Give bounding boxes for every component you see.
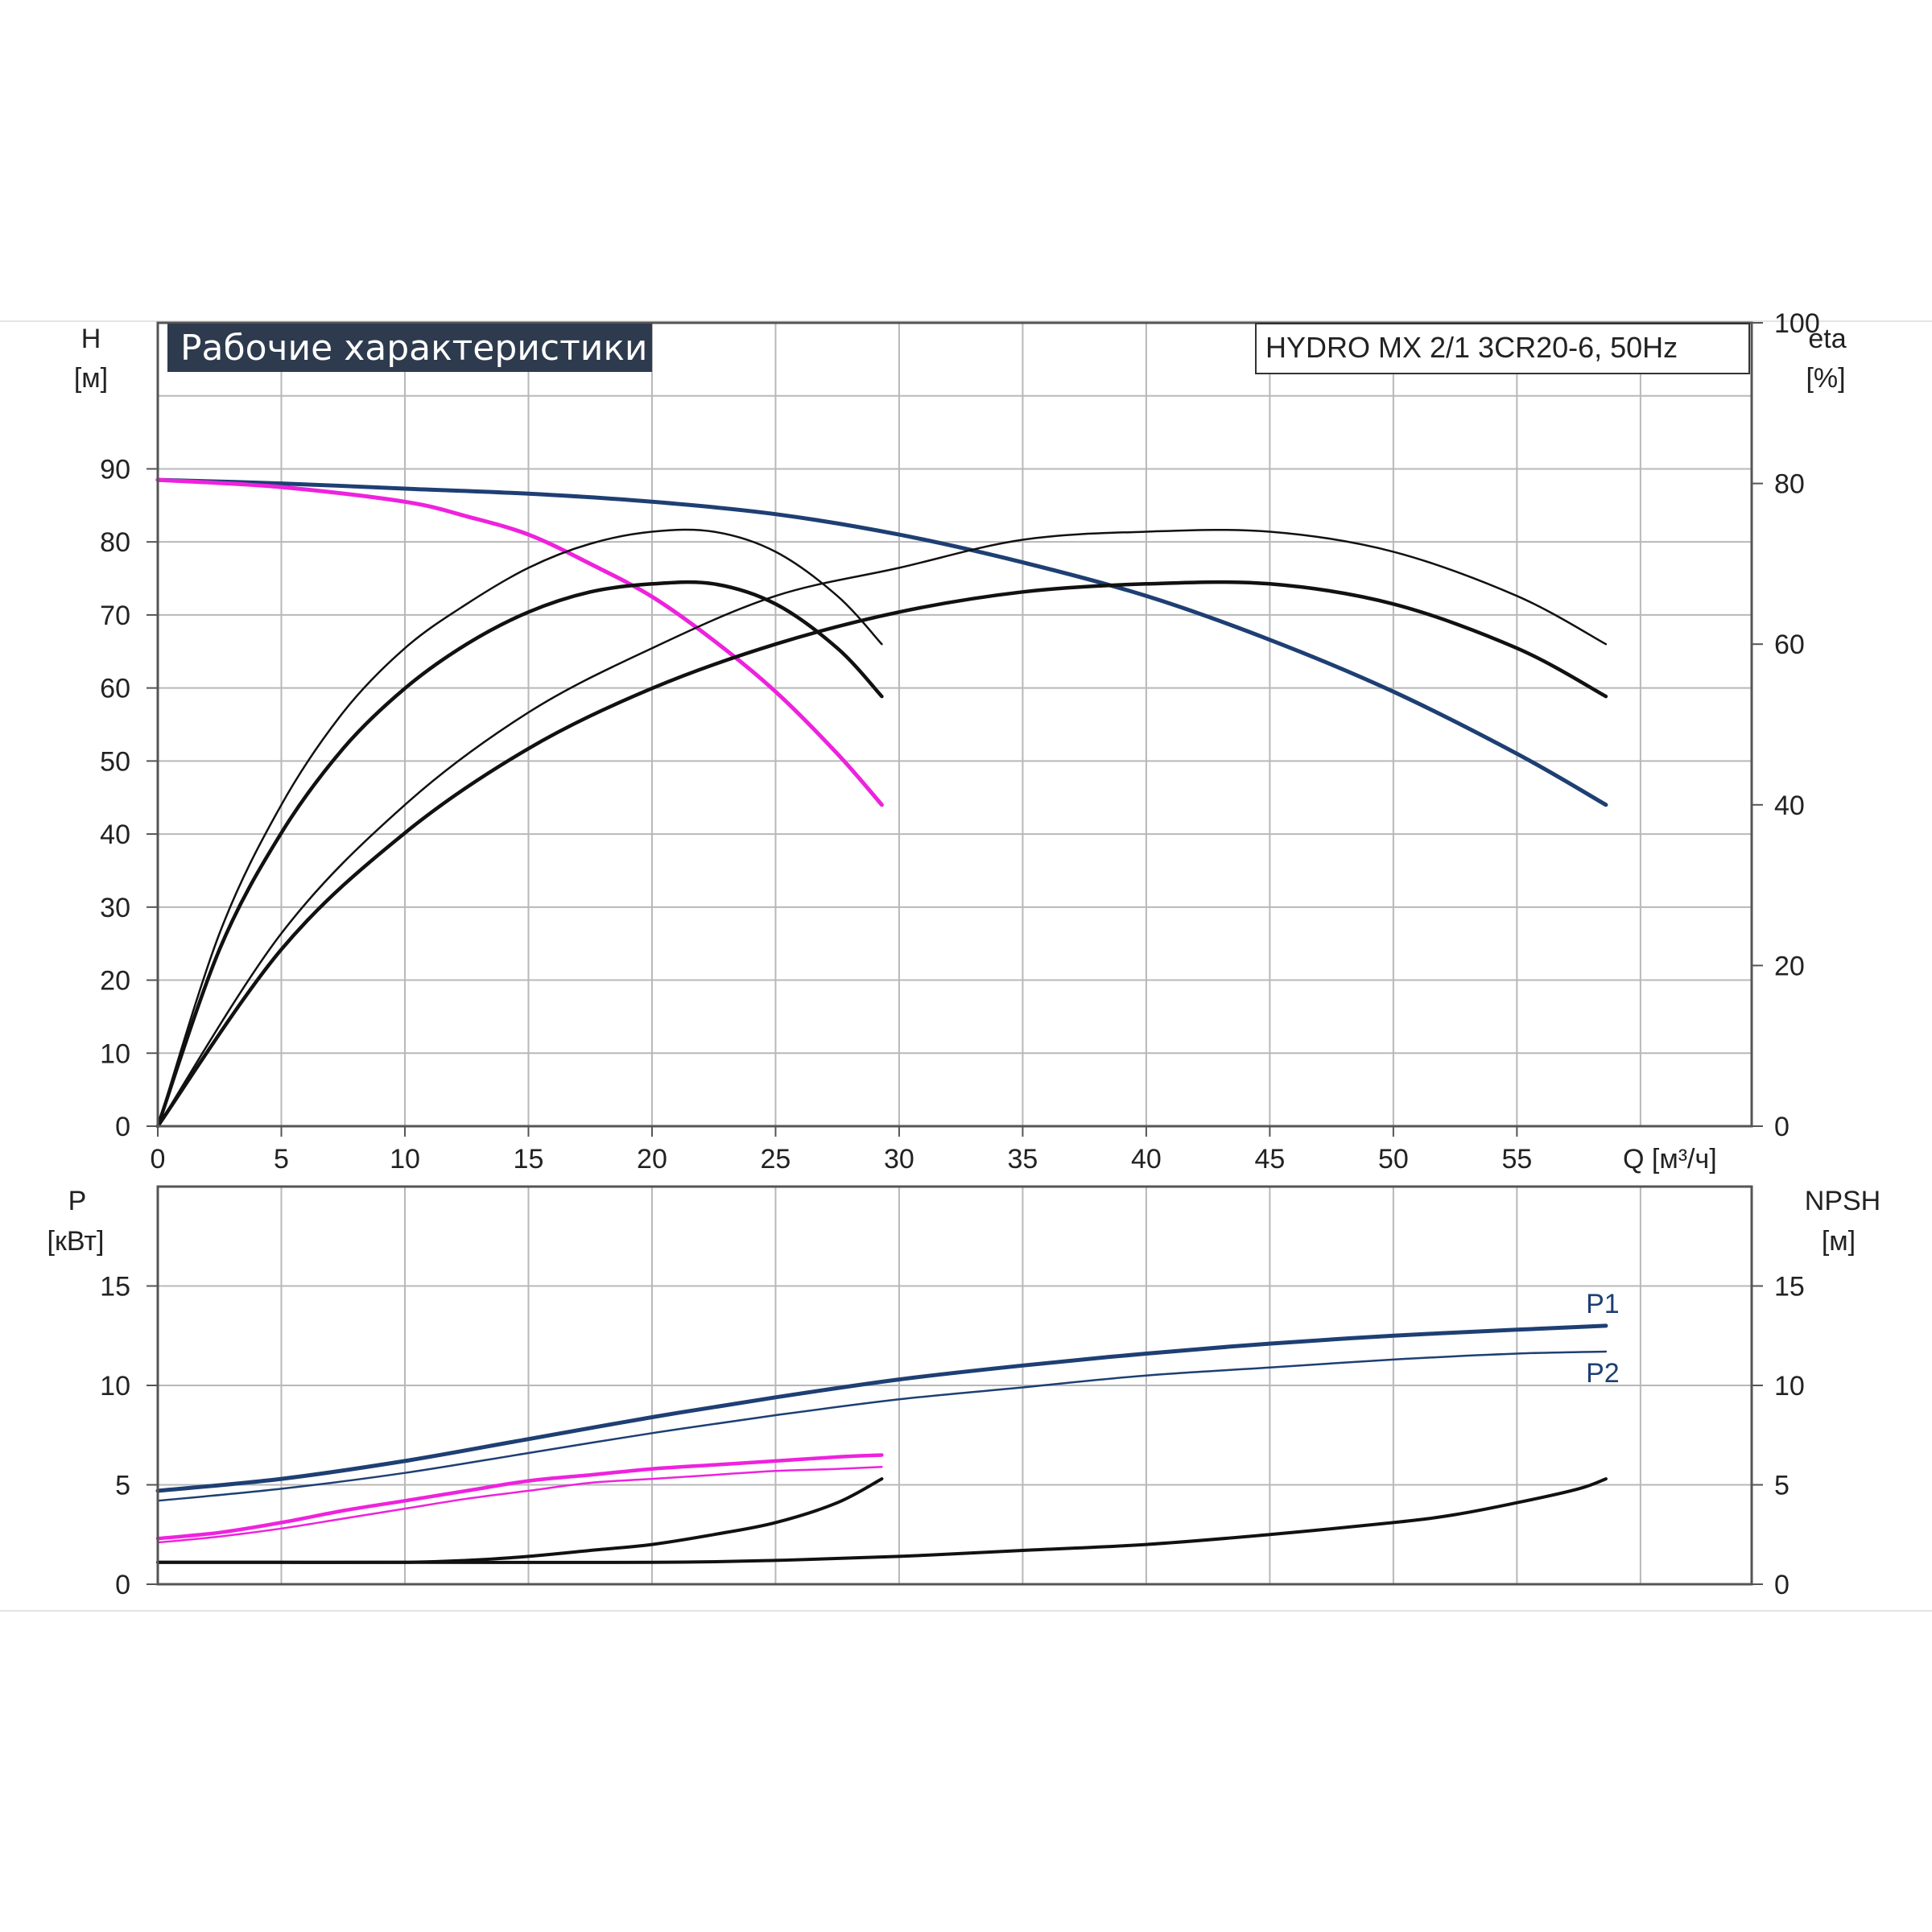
- model-box: [1255, 323, 1750, 374]
- performance-series: [155, 477, 1608, 1129]
- power-axis-label: P: [68, 1186, 87, 1216]
- power-npsh-series-line-1: [156, 1350, 1608, 1502]
- head-tick-label: 80: [100, 527, 130, 558]
- head-tick-label: 50: [100, 746, 130, 777]
- flow-tick-label: 30: [884, 1144, 914, 1174]
- power-npsh-series-line-2: [155, 1453, 884, 1541]
- power-tick-label: 15: [100, 1272, 130, 1302]
- performance-series-line-4: [156, 528, 1608, 1128]
- series-labels: P1 P2: [1586, 1289, 1620, 1389]
- head-tick-label: 40: [100, 819, 130, 850]
- power-npsh-series: [155, 1323, 1608, 1564]
- eta-axis-unit: [%]: [1806, 363, 1845, 394]
- performance-tick-labels: 0 10 20 30 40 50 60 70 80 90 0 20 40 60 80 100: [100, 308, 1820, 1142]
- npsh-tick-label: 0: [1774, 1570, 1790, 1600]
- flow-tick-label: 45: [1254, 1144, 1285, 1174]
- flow-tick-label: 50: [1378, 1144, 1409, 1174]
- power-tick-label: 5: [115, 1471, 130, 1501]
- performance-plot-frame: [156, 321, 1753, 1128]
- title-badge: [167, 324, 652, 372]
- head-tick-label: 20: [100, 966, 130, 997]
- flow-tick-label: 35: [1008, 1144, 1038, 1174]
- model-label: HYDRO MX 2/1 3CR20-6, 50Hz: [1265, 331, 1678, 364]
- eta-axis-label: eta: [1808, 324, 1846, 354]
- power-npsh-series-line-0: [155, 1323, 1608, 1493]
- eta-tick-label: 60: [1774, 630, 1805, 660]
- head-tick-label: 90: [100, 454, 130, 485]
- performance-grid: [158, 323, 1752, 1126]
- chart-title: Рабочие характеристики: [180, 328, 648, 369]
- npsh-tick-label: 5: [1774, 1471, 1790, 1501]
- head-tick-label: 70: [100, 601, 130, 631]
- head-tick-label: 30: [100, 893, 130, 923]
- power-tick-label: 10: [100, 1371, 130, 1402]
- power-tick-label: 0: [115, 1570, 130, 1600]
- power-npsh-tick-labels: 0 5 10 15 0 5 10 15: [100, 1272, 1805, 1601]
- eta-tick-label: 80: [1774, 469, 1805, 500]
- series-label-p1: P1: [1586, 1289, 1620, 1319]
- npsh-tick-label: 10: [1774, 1371, 1805, 1402]
- flow-tick-label: 0: [151, 1144, 166, 1174]
- npsh-axis-unit: [м]: [1822, 1226, 1856, 1257]
- flow-tick-labels: 0 5 10 15 20 25 30 35 40 45 50 55: [151, 1126, 1532, 1174]
- performance-series-line-5: [155, 580, 1608, 1129]
- npsh-tick-label: 15: [1774, 1272, 1805, 1302]
- eta-tick-label: 40: [1774, 791, 1805, 821]
- power-npsh-series-line-3: [156, 1466, 883, 1544]
- series-label-p2: P2: [1586, 1358, 1620, 1389]
- head-tick-label: 0: [115, 1112, 130, 1142]
- performance-series-line-1: [155, 477, 884, 807]
- eta-tick-label: 0: [1774, 1112, 1790, 1142]
- power-npsh-series-line-5: [156, 1477, 1608, 1564]
- power-axis-unit: [кВт]: [47, 1226, 105, 1257]
- flow-tick-label: 55: [1501, 1144, 1532, 1174]
- npsh-axis-label: NPSH: [1805, 1186, 1880, 1216]
- flow-tick-label: 40: [1131, 1144, 1162, 1174]
- eta-tick-label: 100: [1774, 308, 1820, 339]
- flow-tick-label: 5: [274, 1144, 289, 1174]
- flow-tick-label: 15: [514, 1144, 544, 1174]
- head-tick-label: 10: [100, 1038, 130, 1069]
- flow-tick-label: 25: [761, 1144, 791, 1174]
- performance-series-line-3: [155, 580, 884, 1129]
- flow-axis-label: Q [м³/ч]: [1623, 1144, 1717, 1174]
- performance-series-line-0: [155, 477, 1608, 807]
- flow-tick-label: 20: [637, 1144, 667, 1174]
- performance-series-line-2: [156, 528, 883, 1128]
- eta-tick-label: 20: [1774, 951, 1805, 981]
- flow-tick-label: 10: [390, 1144, 420, 1174]
- power-npsh-grid: [158, 1187, 1752, 1584]
- head-tick-label: 60: [100, 674, 130, 704]
- head-axis-label: H: [81, 324, 101, 354]
- head-axis-unit: [м]: [74, 363, 108, 394]
